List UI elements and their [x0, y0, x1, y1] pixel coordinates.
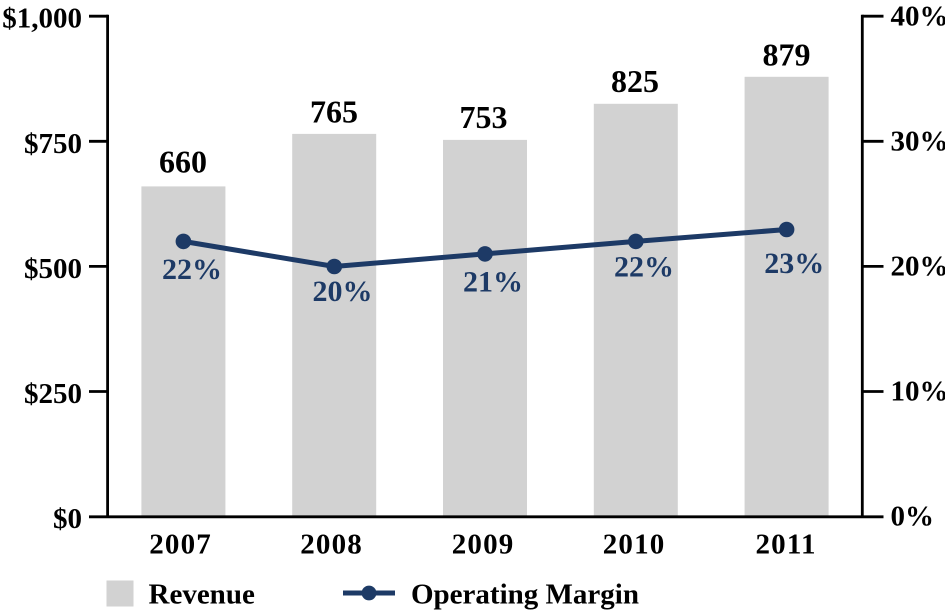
svg-text:2010: 2010: [603, 529, 666, 561]
svg-text:2007: 2007: [149, 529, 212, 561]
svg-text:20%: 20%: [313, 275, 373, 308]
svg-text:$250: $250: [24, 378, 82, 410]
svg-text:$1,000: $1,000: [2, 2, 82, 34]
svg-text:$750: $750: [24, 128, 82, 160]
svg-text:$0: $0: [53, 503, 82, 535]
svg-text:23%: 23%: [764, 247, 824, 280]
svg-text:753: 753: [460, 99, 508, 135]
svg-text:2008: 2008: [300, 529, 363, 561]
svg-text:0%: 0%: [891, 501, 935, 533]
svg-text:Revenue: Revenue: [149, 579, 255, 611]
svg-text:2009: 2009: [452, 529, 515, 561]
svg-text:879: 879: [763, 36, 811, 72]
svg-text:2011: 2011: [755, 529, 816, 561]
svg-text:10%: 10%: [891, 376, 945, 408]
svg-text:765: 765: [310, 93, 358, 129]
svg-text:22%: 22%: [162, 253, 222, 286]
svg-text:21%: 21%: [463, 265, 523, 298]
svg-text:40%: 40%: [891, 0, 945, 32]
svg-text:$500: $500: [24, 253, 82, 285]
svg-text:Operating Margin: Operating Margin: [411, 579, 639, 611]
svg-text:660: 660: [159, 144, 207, 180]
svg-text:22%: 22%: [614, 251, 674, 284]
svg-text:825: 825: [611, 63, 659, 99]
svg-text:20%: 20%: [891, 251, 945, 283]
svg-text:30%: 30%: [891, 125, 945, 157]
